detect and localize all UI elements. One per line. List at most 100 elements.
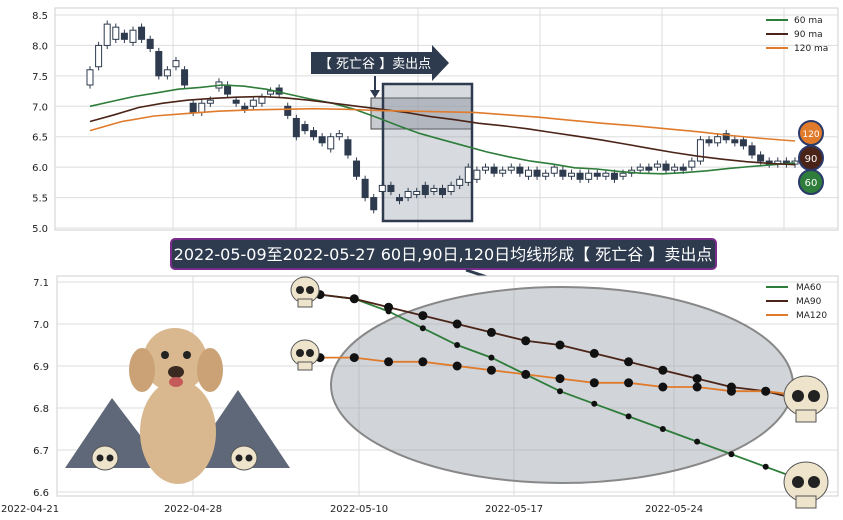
dog-body: [140, 380, 216, 484]
candle-body: [585, 172, 593, 180]
bottom-legend: MA60 MA90 MA120: [766, 283, 827, 321]
candle-body: [722, 133, 730, 141]
point-ma60: [659, 426, 666, 432]
candle-body: [396, 197, 404, 202]
top-y-tick-labels: 8.5 8.0 7.5 7.0 6.5 6.0 5.5 5.0: [32, 11, 48, 235]
candle-body: [181, 69, 189, 86]
y-tick-label: 7.0: [33, 320, 49, 331]
candle-body: [662, 163, 670, 171]
candle-body: [267, 90, 275, 95]
candle-body: [103, 23, 111, 46]
candle-body: [370, 197, 378, 211]
bottom-ma-lines: [315, 290, 805, 483]
point-ma90: [555, 340, 565, 350]
candle-body: [559, 169, 567, 177]
ma60-line: [89, 84, 796, 175]
candle-body: [198, 102, 206, 113]
candle-body: [310, 130, 318, 138]
point-ma90: [418, 311, 428, 321]
candle-body: [241, 105, 249, 110]
x-tick-label: 2022-04-28: [164, 504, 222, 515]
y-tick-label: 8.5: [32, 11, 48, 22]
y-tick-label: 7.0: [32, 102, 48, 113]
candle-body: [688, 160, 696, 168]
badge-90-label: 90: [805, 154, 818, 165]
candle-body: [567, 172, 575, 177]
candle-body: [602, 172, 610, 177]
point-ma90: [692, 374, 702, 384]
candle-body: [327, 136, 335, 150]
top-panel: 8.5 8.0 7.5 7.0 6.5 6.0 5.5 5.0 【 死亡谷 】卖出点 60 m…: [32, 7, 839, 235]
x-tick-label: 2022-05-10: [330, 504, 388, 515]
candle-body: [155, 51, 163, 77]
point-ma60: [591, 400, 598, 407]
candle-body: [645, 166, 653, 171]
candle-body: [739, 139, 747, 147]
candle-body: [430, 187, 438, 192]
point-ma120: [761, 386, 771, 396]
y-tick-label: 8.0: [32, 41, 48, 52]
candle-body: [258, 96, 266, 104]
candle-body: [636, 166, 644, 171]
bottom-panel: 7.17.06.96.86.76.6 2022-04-21 2022-04-28 2…: [1, 275, 839, 515]
candle-body: [524, 169, 532, 177]
point-ma90: [486, 327, 496, 337]
candle-body: [610, 172, 618, 180]
title-banner: 2022-05-09至2022-05-27 60日,90日,120日均线形成【 …: [170, 238, 717, 298]
ma-badges: 120 90 60: [798, 120, 824, 195]
candle-body: [679, 166, 687, 171]
legend-label-MA60: MA60: [796, 283, 822, 293]
annotation-pointer-head: [370, 90, 380, 98]
bottom-y-tick-labels: 7.1 7.0 6.9 6.8 6.7 6.6: [33, 278, 49, 499]
candle-body: [378, 184, 386, 192]
mountain-icon: [65, 398, 165, 468]
candle-body: [542, 172, 550, 177]
candle-body: [344, 139, 352, 156]
point-ma90: [521, 336, 531, 346]
point-ma120: [555, 374, 565, 384]
candle-body: [456, 178, 464, 186]
chart-title: 2022-05-09至2022-05-27 60日,90日,120日均线形成【 …: [174, 245, 713, 264]
x-tick-label: 2022-04-21: [1, 504, 59, 515]
skull-icon: [91, 445, 119, 471]
candle-body: [413, 190, 421, 196]
point-ma90: [384, 302, 394, 312]
badge-60-label: 60: [805, 178, 818, 189]
candle-body: [705, 139, 713, 144]
candle-body: [318, 136, 326, 144]
legend-label-MA90: MA90: [796, 297, 822, 307]
y-tick-label: 6.7: [33, 446, 49, 457]
annotation-arrow-shape: [311, 45, 449, 81]
point-ma90: [452, 319, 462, 329]
candle-body: [163, 69, 171, 77]
candle-body: [447, 184, 455, 192]
point-ma120: [418, 357, 428, 367]
candle-body: [550, 166, 558, 174]
title-banner-bg: [170, 238, 717, 270]
point-ma60: [625, 413, 632, 420]
ma120-line: [89, 107, 796, 142]
y-tick-label: 5.0: [32, 224, 48, 235]
annotation-label: 【 死亡谷 】卖出点: [319, 57, 431, 72]
point-ma60: [454, 342, 461, 348]
candle-body: [757, 154, 765, 162]
candle-body: [516, 166, 524, 174]
sell-point-annotation: 【 死亡谷 】卖出点: [311, 45, 449, 98]
y-tick-label: 7.1: [33, 278, 49, 289]
x-tick-label: 2022-05-17: [485, 504, 543, 515]
point-ma120: [521, 369, 531, 379]
skull-icon: [290, 339, 320, 371]
point-ma60: [488, 354, 495, 361]
point-ma90: [589, 348, 599, 358]
candle-body: [129, 29, 137, 43]
candle-body: [146, 38, 154, 49]
candle-body: [731, 139, 739, 144]
point-ma90: [624, 357, 634, 367]
legend-label-MA120: MA120: [796, 311, 827, 321]
point-ma60: [728, 451, 735, 458]
y-tick-label: 6.9: [33, 362, 49, 373]
dog-head: [143, 328, 207, 392]
bottom-x-tick-labels: 2022-04-21 2022-04-28 2022-05-10 2022-05-17…: [1, 504, 703, 515]
candle-body: [593, 172, 601, 177]
